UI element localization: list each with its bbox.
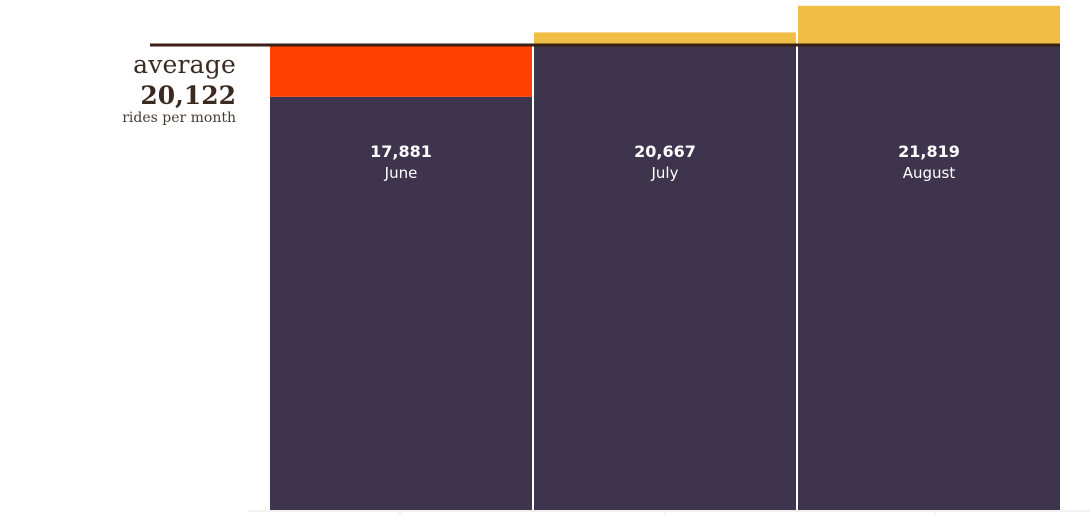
bar-category-label-august: August [903, 164, 956, 182]
bar-value-label-june: 17,881 [370, 142, 432, 161]
average-value: 20,122 [140, 81, 236, 110]
average-unit: rides per month [122, 110, 236, 126]
above-average-delta-july [534, 32, 796, 45]
bar-july [534, 45, 796, 510]
average-deltas [270, 5, 1060, 97]
above-average-delta-august [798, 5, 1060, 46]
average-annotation: average 20,122 rides per month [122, 52, 236, 125]
bars [270, 45, 1060, 510]
bar-value-label-august: 21,819 [898, 142, 960, 161]
bar-august [798, 45, 1060, 510]
bar-category-label-july: July [651, 164, 679, 182]
bar-june [270, 96, 532, 510]
baseline [248, 510, 1090, 515]
below-average-delta-june [270, 45, 532, 97]
bar-value-label-july: 20,667 [634, 142, 696, 161]
average-word: average [133, 50, 236, 79]
bar-category-label-june: June [384, 164, 418, 182]
bar-labels: 17,881 June 20,667 July 21,819 August [370, 142, 960, 182]
